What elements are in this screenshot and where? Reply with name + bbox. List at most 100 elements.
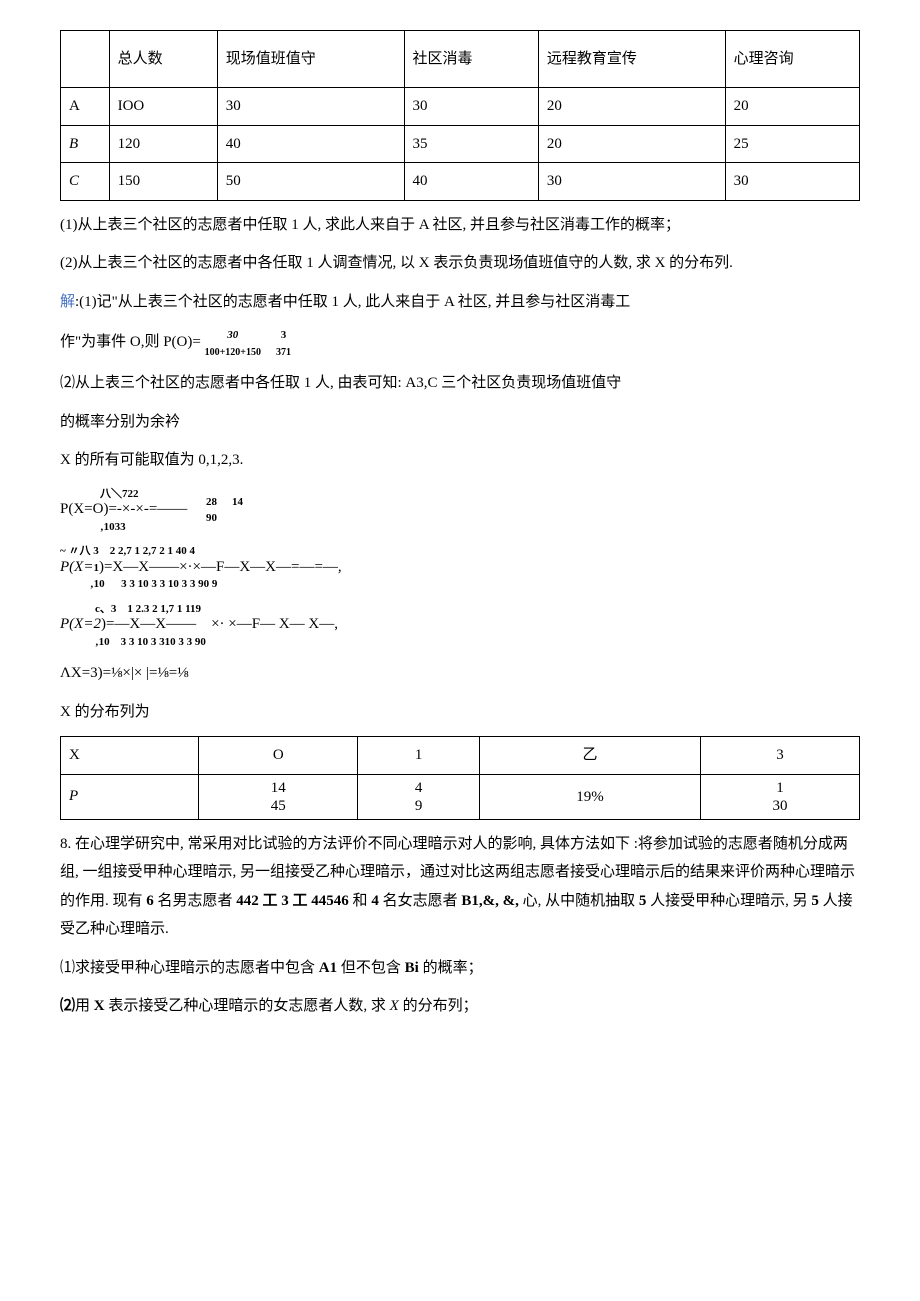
dist-p-row: P 14 45 4 9 19% 1 30 (61, 774, 860, 819)
dist-intro: X 的分布列为 (60, 698, 860, 727)
dist-p4: 1 30 (701, 774, 860, 819)
px1-bot-a: ‚10 (90, 578, 105, 590)
sol1-lead: 作"为事件 O,则 P(O)= (60, 334, 201, 350)
p8q2-e: X (390, 998, 399, 1014)
problem-8-q2: ⑵用 X 表示接受乙种心理暗示的女志愿者人数, 求 X 的分布列； (60, 992, 860, 1021)
px0-block: 八＼722 P(X=O)=-×-×-=—— ‚1033 (60, 485, 187, 535)
dist-p2: 4 9 (358, 774, 480, 819)
dist-h2: 1 (358, 737, 480, 775)
cell: 30 (538, 163, 725, 201)
frac-n: 1 (773, 779, 788, 797)
dist-h3: 乙 (479, 737, 700, 775)
px0-r3: 14 (232, 496, 243, 508)
px0-mid: =-×-×-=—— (108, 501, 187, 517)
frac-1: 30 100+120+150 (205, 326, 261, 359)
row-c-label: C (61, 163, 110, 201)
px1-top-a: ~ 〃八 (60, 545, 90, 557)
cell: 120 (109, 125, 217, 163)
cell: 40 (404, 163, 538, 201)
frac-n: 4 (415, 779, 423, 797)
p8q1-b2: Bi (405, 960, 419, 976)
px2-top: c、3 1 2.3 2 1,7 1 119 (60, 603, 201, 615)
th-blank (61, 31, 110, 88)
px2-formula: c、3 1 2.3 2 1,7 1 119 P(X=2)=—X—X—— ×· ×… (60, 600, 860, 650)
px2-top-a: c、3 (95, 603, 116, 615)
px1-top-c: 2 2,7 1 2,7 2 1 40 4 (110, 545, 195, 557)
frac: 19% (576, 788, 604, 806)
px1-bot-b: 3 3 10 3 3 10 3 3 90 9 (121, 578, 217, 590)
p8q2-f: 的分布列； (399, 998, 478, 1014)
th-psych: 心理咨询 (725, 31, 859, 88)
px0-right2: 14 (232, 493, 243, 526)
px1-top-b: 3 (93, 545, 99, 557)
cell: 30 (725, 163, 859, 201)
px2-extras: ×· ×—F— X— X—, (211, 616, 338, 632)
px1-tail: )=X—X——×·×—F—X—X—=—=—, (99, 559, 342, 575)
frac: 14 45 (271, 779, 286, 815)
th-duty: 现场值班值守 (217, 31, 404, 88)
p8q2-b: 用 (75, 998, 94, 1014)
px1-formula: ~ 〃八 3 2 2,7 1 2,7 2 1 40 4 P(X=1)=X—X——… (60, 542, 860, 592)
px0-r1: 28 (206, 496, 217, 508)
dist-p3: 19% (479, 774, 700, 819)
frac-n: 14 (271, 779, 286, 797)
dist-h4: 3 (701, 737, 860, 775)
table-row: A IOO 30 30 20 20 (61, 88, 860, 126)
px2-bot: ‚10 3 3 10 3 310 3 3 90 (60, 636, 206, 648)
solution-2b: 的概率分别为余衿 (60, 408, 860, 437)
dist-x-label: X (61, 737, 199, 775)
px3-formula: ΛX=3)=⅛×|× |=⅛=⅛ (60, 659, 860, 688)
cell: 50 (217, 163, 404, 201)
p8q1-m: 但不包含 (337, 960, 405, 976)
p8-b6: 5 (811, 893, 819, 909)
dist-header-row: X O 1 乙 3 (61, 737, 860, 775)
table-row: C 150 50 40 30 30 (61, 163, 860, 201)
p8-m: 名男志愿者 (154, 893, 237, 909)
px0-right: 28 90 (206, 493, 217, 526)
frac-den: 100+120+150 (205, 347, 261, 358)
p8-b2: 442 工 3 工 44546 (236, 893, 349, 909)
cell: IOO (109, 88, 217, 126)
frac: 4 9 (415, 779, 423, 815)
question-1: (1)从上表三个社区的志愿者中任取 1 人, 求此人来自于 A 社区, 并且参与… (60, 211, 860, 240)
cell: 30 (404, 88, 538, 126)
cell: 20 (538, 125, 725, 163)
p8-m2: 和 (349, 893, 372, 909)
th-disinfect: 社区消毒 (404, 31, 538, 88)
cell: 35 (404, 125, 538, 163)
row-a-label: A (61, 88, 110, 126)
solution-2a: ⑵从上表三个社区的志愿者中各任取 1 人, 由表可知: A3,C 三个社区负责现… (60, 369, 860, 398)
frac-1-rhs: 3 371 (276, 326, 291, 359)
solution-1-text: :(1)记"从上表三个社区的志愿者中任取 1 人, 此人来自于 A 社区, 并且… (75, 294, 630, 310)
px0-bot: ‚1033 (60, 521, 126, 533)
cell: 30 (217, 88, 404, 126)
px2-block: c、3 1 2.3 2 1,7 1 119 P(X=2)=—X—X—— ×· ×… (60, 600, 338, 650)
dist-p-label: P (61, 774, 199, 819)
frac-rhs-den: 371 (276, 347, 291, 358)
px0-formula: 八＼722 P(X=O)=-×-×-=—— ‚1033 28 90 14 (60, 485, 860, 535)
p8-b3: 4 (371, 893, 379, 909)
px0-top: 八＼722 (60, 488, 139, 500)
p8-b4: B1,&, &, (461, 893, 519, 909)
px0-r2: 90 (206, 512, 217, 524)
table-header-row: 总人数 现场值班值守 社区消毒 远程教育宣传 心理咨询 (61, 31, 860, 88)
p8q2-d: 表示接受乙种心理暗示的女志愿者人数, 求 (105, 998, 390, 1014)
px2-mid: )=—X—X—— (101, 616, 196, 632)
p8q1-t: 的概率； (419, 960, 483, 976)
problem-8-q1: ⑴求接受甲种心理暗示的志愿者中包含 A1 但不包含 Bi 的概率； (60, 954, 860, 983)
table-row: B 120 40 35 20 25 (61, 125, 860, 163)
px2-label: P(X=2 (60, 616, 101, 632)
px1-label: P(X= (60, 559, 93, 575)
community-table: 总人数 现场值班值守 社区消毒 远程教育宣传 心理咨询 A IOO 30 30 … (60, 30, 860, 201)
dist-p1: 14 45 (199, 774, 358, 819)
p8-m4: 心, 从中随机抽取 (519, 893, 639, 909)
th-total: 总人数 (109, 31, 217, 88)
x-values: X 的所有可能取值为 0,1,2,3. (60, 446, 860, 475)
px0-label: P(X=O) (60, 501, 108, 517)
p8-b1: 6 (146, 893, 154, 909)
frac: 1 30 (773, 779, 788, 815)
solution-1: 解:(1)记"从上表三个社区的志愿者中任取 1 人, 此人来自于 A 社区, 并… (60, 288, 860, 317)
frac-num: 30 (227, 329, 238, 341)
p8q1-a: ⑴求接受甲种心理暗示的志愿者中包含 (60, 960, 319, 976)
p8q1-b: A1 (319, 960, 337, 976)
